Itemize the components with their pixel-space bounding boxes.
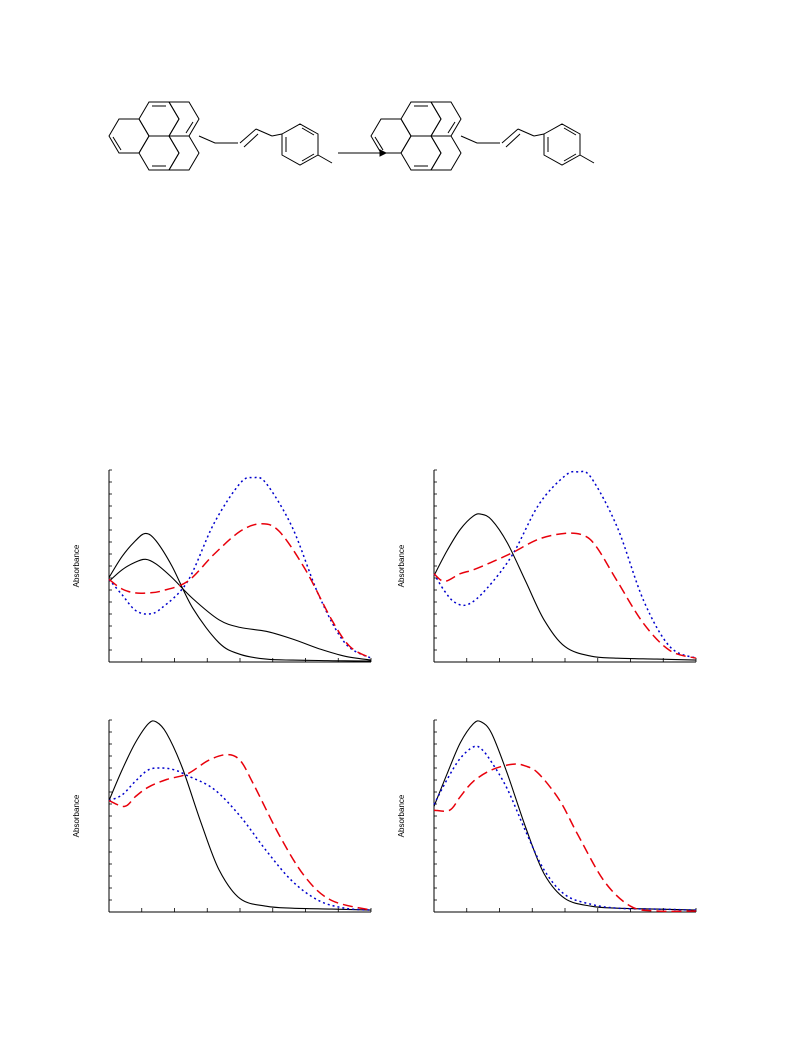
- series-line-2: [108, 558, 372, 661]
- series-line-1: [433, 720, 697, 911]
- chart-panel-top-right: Absorbance: [385, 460, 705, 675]
- series-line-2: [433, 745, 697, 911]
- y-axis-label: Absorbance: [397, 794, 406, 837]
- y-axis-label: Absorbance: [397, 544, 406, 587]
- series-line-3: [108, 476, 372, 659]
- series-line-2: [108, 767, 372, 911]
- chart-panel-bottom-right: Absorbance: [385, 710, 705, 925]
- y-axis-label: Absorbance: [72, 544, 81, 587]
- series-line-1: [108, 532, 372, 662]
- series-line-2: [433, 470, 697, 659]
- series-line-4: [108, 523, 372, 659]
- series-line-3: [108, 753, 372, 911]
- product-molecule: [370, 101, 595, 171]
- reactant-molecule: [108, 101, 333, 171]
- reaction-arrow: [338, 149, 388, 157]
- absorbance-chart-top-right: Absorbance: [397, 469, 697, 663]
- y-axis-label: Absorbance: [72, 794, 81, 837]
- series-line-1: [433, 513, 697, 661]
- series-line-3: [433, 532, 697, 659]
- absorbance-chart-top-left: Absorbance: [72, 469, 372, 663]
- series-line-3: [433, 763, 697, 913]
- absorbance-chart-bottom-right: Absorbance: [397, 719, 697, 913]
- absorbance-chart-bottom-left: Absorbance: [72, 719, 372, 913]
- chart-panel-top-left: Absorbance: [60, 460, 380, 675]
- series-line-1: [108, 720, 372, 911]
- chart-panel-bottom-left: Absorbance: [60, 710, 380, 925]
- reaction-scheme: [108, 101, 595, 171]
